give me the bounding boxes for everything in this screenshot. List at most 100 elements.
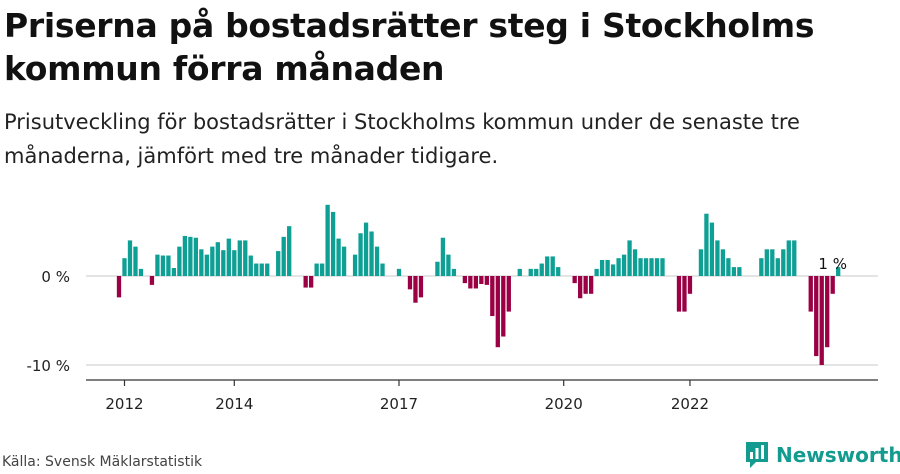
bar xyxy=(506,276,511,312)
bar xyxy=(660,258,665,276)
bar xyxy=(583,276,588,294)
bar xyxy=(380,263,385,276)
bar xyxy=(440,237,446,276)
bar xyxy=(737,267,742,276)
bar xyxy=(704,213,709,276)
y-axis-labels: 0 % -10 % xyxy=(26,268,70,375)
bar xyxy=(627,240,632,276)
bar xyxy=(451,268,457,276)
bar xyxy=(588,276,594,294)
bar xyxy=(122,258,127,276)
bar xyxy=(138,268,144,276)
bar xyxy=(720,249,726,276)
x-tick-label: 2022 xyxy=(671,395,709,413)
bar xyxy=(127,240,133,276)
x-tick-label: 2012 xyxy=(105,395,143,413)
bar xyxy=(632,249,638,276)
bar xyxy=(171,267,177,276)
bar xyxy=(490,276,495,317)
annotation-layer: 1 % xyxy=(818,255,847,273)
bar xyxy=(116,276,122,298)
bar xyxy=(819,276,824,365)
bar xyxy=(341,246,347,276)
bar xyxy=(731,267,737,276)
bar xyxy=(287,226,292,276)
bar xyxy=(177,246,182,276)
bar xyxy=(363,222,369,276)
y-tick-label: 0 % xyxy=(41,268,70,286)
x-tick-label: 2020 xyxy=(545,395,583,413)
bar xyxy=(578,276,583,299)
bar xyxy=(792,240,797,276)
bar xyxy=(369,231,374,276)
bar xyxy=(759,258,764,276)
bar xyxy=(435,261,440,276)
data-label: 1 % xyxy=(818,255,847,273)
bar xyxy=(358,233,363,276)
bar xyxy=(479,276,484,285)
bar xyxy=(775,258,780,276)
bar xyxy=(836,267,841,276)
bar xyxy=(259,263,264,276)
bar xyxy=(215,242,220,276)
bar xyxy=(808,276,813,312)
chart-title: Priserna på bostadsrätter steg i Stockho… xyxy=(4,6,815,88)
bar xyxy=(155,254,160,276)
source-note: Källa: Svensk Mäklarstatistik xyxy=(2,454,203,470)
bar xyxy=(254,263,259,276)
bar xyxy=(687,276,693,294)
bar xyxy=(682,276,687,312)
bar xyxy=(303,276,308,288)
bar xyxy=(193,237,199,276)
bar xyxy=(534,268,539,276)
bar xyxy=(830,276,835,294)
y-tick-label: -10 % xyxy=(26,357,70,375)
bar xyxy=(330,211,336,276)
bar xyxy=(786,240,791,276)
bar xyxy=(210,246,215,276)
bars xyxy=(116,204,841,365)
bar xyxy=(556,267,561,276)
bar xyxy=(709,222,715,276)
bar xyxy=(166,255,171,276)
bar xyxy=(726,258,731,276)
bar xyxy=(594,268,599,276)
bar xyxy=(199,249,204,276)
bar xyxy=(643,258,649,276)
bar xyxy=(495,276,500,348)
bar xyxy=(325,204,330,276)
bar xyxy=(545,256,550,276)
newsworthy-logo-icon xyxy=(746,442,768,468)
bar xyxy=(468,276,473,289)
bar xyxy=(182,235,188,276)
bar xyxy=(276,251,281,276)
bar xyxy=(649,258,654,276)
bar xyxy=(418,276,424,298)
bar xyxy=(133,246,138,276)
bar xyxy=(825,276,830,348)
bar xyxy=(281,236,286,276)
bar xyxy=(160,255,166,276)
bar xyxy=(336,238,341,276)
bar xyxy=(314,263,319,276)
x-tick-label: 2017 xyxy=(380,395,418,413)
bar xyxy=(715,240,720,276)
bar xyxy=(528,268,533,276)
bar xyxy=(599,259,605,276)
x-axis: 2012 2014 2017 2020 2022 xyxy=(86,379,878,413)
bar xyxy=(248,255,253,276)
bar xyxy=(484,276,489,285)
bar xyxy=(309,276,314,288)
bar xyxy=(374,246,380,276)
bar xyxy=(149,276,155,285)
bar xyxy=(446,254,451,276)
bar xyxy=(188,236,193,276)
bar xyxy=(226,238,231,276)
bar xyxy=(221,250,226,276)
bar xyxy=(517,268,522,276)
bar xyxy=(698,249,704,276)
bar xyxy=(572,276,577,284)
bar xyxy=(654,258,660,276)
bar xyxy=(462,276,468,284)
